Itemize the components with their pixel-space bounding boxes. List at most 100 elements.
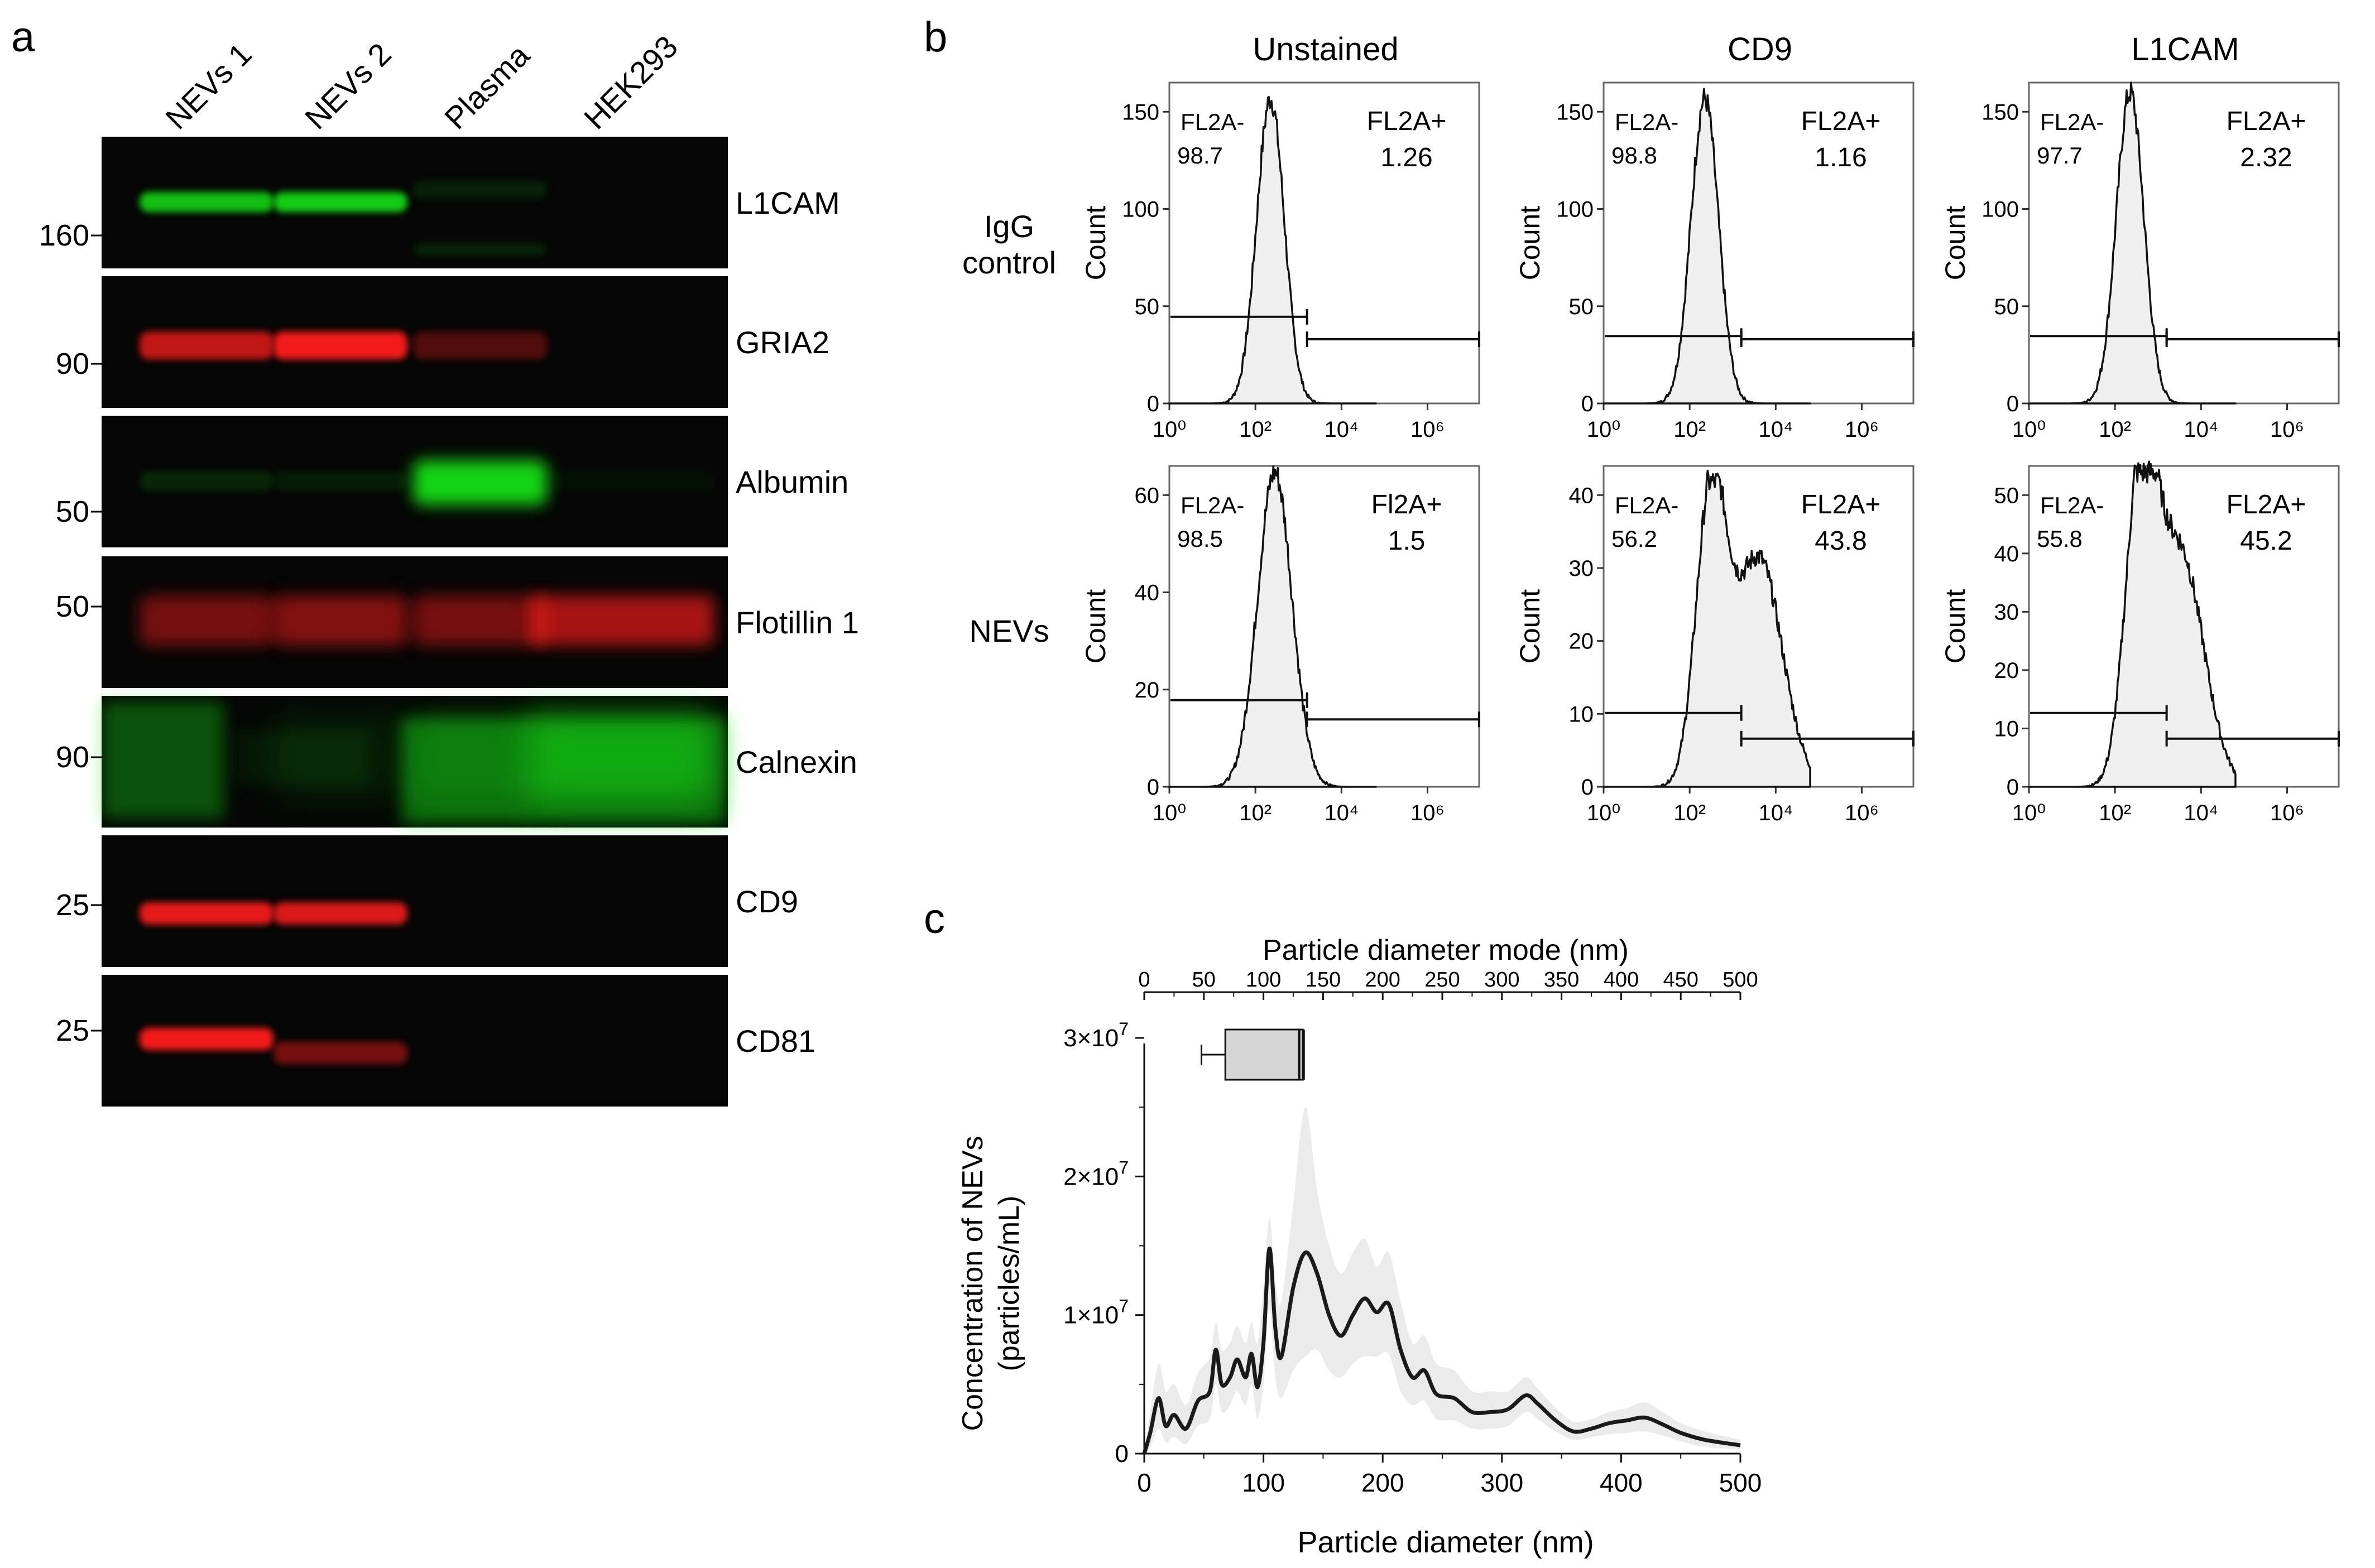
x-tick-label: 500 xyxy=(1719,1468,1762,1497)
gate-positive-label: FL2A+ xyxy=(1801,107,1881,136)
x-tick-label: 10⁴ xyxy=(1758,417,1793,442)
flow-plot-1: Count 0 50 100 150 10⁰ 10² 10⁴ 10⁶ FL2A- 98.7 FL2A+… xyxy=(1080,81,1480,442)
y-tick-label: 20 xyxy=(1135,678,1160,703)
x-tick-label: 0 xyxy=(1137,1468,1151,1497)
y-tick-exponent: 7 xyxy=(1119,1296,1129,1316)
protein-label: Albumin xyxy=(736,464,848,499)
band-lane-1 xyxy=(140,471,274,492)
gate-negative-label: FL2A- xyxy=(2040,109,2104,135)
blot-flotillin-1: Flotillin 1 50 xyxy=(56,556,859,688)
band-lane-2 xyxy=(274,192,407,213)
y-tick-label: 0 xyxy=(1147,775,1159,800)
y-tick-label: 50 xyxy=(1994,295,2019,319)
mode-axis-tick-label: 500 xyxy=(1723,968,1758,992)
band-lane-2 xyxy=(274,331,407,360)
x-tick-label: 10² xyxy=(1239,417,1272,442)
panel-a: a NEVs 1 NEVs 2 Plasma HEK293 L1CAM 160 GRIA2… xyxy=(11,13,859,1107)
histogram xyxy=(1168,96,1377,405)
flow-column-title: CD9 xyxy=(1728,31,1792,68)
flow-row-title: NEVs xyxy=(969,613,1049,648)
band-lane-2 xyxy=(274,595,407,646)
y-tick-label: 2×107 xyxy=(1063,1157,1129,1190)
band-lane-2 xyxy=(274,1042,407,1064)
mode-axis-tick-label: 50 xyxy=(1192,968,1216,992)
nta-y-axis-title-line1: Concentration of NEVs xyxy=(957,1136,989,1431)
band-lane-4 xyxy=(530,713,714,802)
mode-axis-tick-label: 400 xyxy=(1604,968,1639,992)
band-lane-1 xyxy=(140,192,274,213)
y-tick-label: 40 xyxy=(1569,483,1594,508)
x-tick-label: 10⁶ xyxy=(1845,801,1879,825)
x-tick-label: 10² xyxy=(2099,801,2131,825)
gate-negative-value: 98.7 xyxy=(1177,142,1223,169)
flow-plot-6: Count 0 10 20 30 40 50 10⁰ 10² 10⁴ 10⁶ FL2A- 55.8 FL2… xyxy=(1940,460,2340,825)
band-lane-2 xyxy=(274,713,407,802)
mw-marker-label: 50 xyxy=(56,590,89,623)
x-tick-label: 10² xyxy=(1239,801,1272,825)
y-tick-label: 60 xyxy=(1135,483,1160,508)
band-lane-3 xyxy=(413,460,547,505)
mode-axis-tick-label: 450 xyxy=(1663,968,1698,992)
band-lane-3 xyxy=(413,713,547,802)
y-tick-label: 150 xyxy=(1122,100,1159,124)
y-tick-label: 20 xyxy=(1569,629,1594,654)
y-tick-label: 100 xyxy=(1981,198,2019,222)
histogram xyxy=(2028,81,2237,405)
y-tick-label: 30 xyxy=(1569,556,1594,581)
flow-plot-4: Count 0 20 40 60 10⁰ 10² 10⁴ 10⁶ FL2A- 98.5 Fl2A+ 1.… xyxy=(1080,465,1480,825)
gate-positive-label: FL2A+ xyxy=(1801,490,1881,520)
gate-positive-label: FL2A+ xyxy=(1367,107,1447,136)
y-tick-label: 150 xyxy=(1556,100,1594,124)
band-lane-2 xyxy=(274,471,407,492)
band-lane-3 xyxy=(413,331,547,360)
mode-axis-tick-label: 150 xyxy=(1306,968,1341,992)
x-tick-label: 10⁰ xyxy=(2012,801,2046,825)
x-tick-label: 10⁶ xyxy=(1410,801,1445,825)
x-tick-label: 10⁰ xyxy=(1153,417,1187,442)
x-tick-label: 200 xyxy=(1361,1468,1404,1497)
blot-calnexin: Calnexin 90 xyxy=(56,696,857,828)
protein-label: CD9 xyxy=(736,884,798,919)
flow-plot-2: Count 0 50 100 150 10⁰ 10² 10⁴ 10⁶ FL2A- 98.8 FL2A+… xyxy=(1514,81,1915,442)
gate-negative-label: FL2A- xyxy=(1181,492,1244,518)
x-tick-label: 10⁰ xyxy=(2012,417,2046,442)
histogram xyxy=(1168,465,1377,788)
flow-row-title: control xyxy=(962,245,1056,280)
gate-positive-value: 1.5 xyxy=(1388,526,1426,556)
x-tick-label: 10⁰ xyxy=(1587,417,1621,442)
y-tick-base: 0 xyxy=(1115,1440,1129,1468)
y-tick-label: 0 xyxy=(1115,1440,1129,1468)
lane-labels: NEVs 1 NEVs 2 Plasma HEK293 xyxy=(159,28,684,136)
y-tick-label: 40 xyxy=(1135,581,1160,605)
protein-label: Calnexin xyxy=(736,744,857,780)
lane-label-1: NEVs 1 xyxy=(159,36,258,136)
mw-marker-label: 160 xyxy=(39,219,89,252)
x-tick-label: 100 xyxy=(1242,1468,1285,1497)
panel-b-letter: b xyxy=(924,13,947,61)
band-lane-4 xyxy=(530,471,714,492)
flow-plot-5: Count 0 10 20 30 40 10⁰ 10² 10⁴ 10⁶ FL2A- 56.2 FL2A+… xyxy=(1514,465,1915,825)
gate-negative-value: 97.7 xyxy=(2037,142,2083,169)
y-tick-label: 3×107 xyxy=(1063,1019,1129,1052)
band-lane-1 xyxy=(140,902,274,925)
mode-boxplot xyxy=(1201,1028,1305,1081)
panel-c: c Particle diameter mode (nm) 0 50 100 150 2… xyxy=(924,895,1762,1559)
histogram xyxy=(1602,88,1811,405)
gate-negative-label: FL2A- xyxy=(1615,492,1678,518)
mode-axis: 0 50 100 150 200 250 300 350 400 450 500 xyxy=(1138,968,1758,1000)
mode-axis-tick-label: 0 xyxy=(1138,968,1150,992)
mode-axis-tick-label: 250 xyxy=(1424,968,1460,992)
band-lane-4 xyxy=(530,595,714,646)
gate-negative-label: FL2A- xyxy=(1181,109,1244,135)
mean-curve xyxy=(1142,1246,1741,1454)
y-tick-label: 0 xyxy=(1581,775,1594,800)
mw-marker-label: 90 xyxy=(56,740,89,774)
nta-x-axis-title: Particle diameter (nm) xyxy=(1297,1526,1594,1559)
nta-y-axis-title-line2: (particles/mL) xyxy=(993,1196,1025,1372)
mw-marker-label: 25 xyxy=(56,888,89,922)
gate-negative-value: 55.8 xyxy=(2037,526,2083,552)
